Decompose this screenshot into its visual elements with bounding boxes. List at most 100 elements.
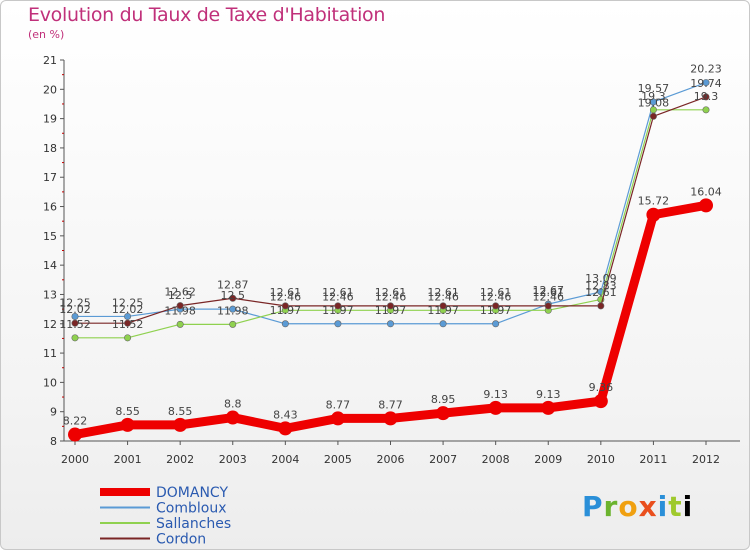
data-point (436, 406, 451, 421)
data-point (386, 320, 394, 328)
data-label: 12.61 (270, 286, 302, 299)
data-label: 12.61 (375, 286, 407, 299)
data-point (281, 302, 289, 310)
data-label: 11.97 (375, 304, 407, 317)
data-point (544, 302, 552, 310)
data-point (541, 400, 556, 415)
data-label: 11.97 (480, 304, 512, 317)
data-point (120, 417, 135, 432)
data-label: 19.3 (694, 90, 719, 103)
data-label: 8.22 (63, 415, 88, 428)
x-tick-label: 2001 (114, 453, 142, 466)
data-label: 19.08 (638, 96, 670, 109)
data-label: 12.46 (322, 290, 354, 303)
data-point (124, 334, 132, 342)
data-label: 19.3 (641, 90, 666, 103)
data-point (488, 400, 503, 415)
data-point (593, 394, 608, 409)
y-tick-label: 16 (43, 201, 57, 214)
data-label: 12.25 (112, 296, 144, 309)
x-tick-label: 2005 (324, 453, 352, 466)
y-tick-label: 19 (43, 113, 57, 126)
data-label: 11.98 (217, 304, 249, 317)
y-tick-label: 12 (43, 318, 57, 331)
legend-label-combloux: Combloux (156, 501, 226, 517)
y-tick-label: 17 (43, 171, 57, 184)
data-label: 12.46 (427, 290, 459, 303)
data-point (439, 302, 447, 310)
data-label: 12.61 (533, 286, 565, 299)
data-label: 20.23 (690, 63, 722, 76)
data-point (71, 312, 79, 320)
data-label: 12.61 (480, 286, 512, 299)
data-label: 8.8 (224, 398, 242, 411)
x-tick-label: 2010 (587, 453, 615, 466)
y-tick-label: 11 (43, 347, 57, 360)
data-point (597, 302, 605, 310)
data-label: 11.52 (112, 318, 144, 331)
x-tick-label: 2007 (429, 453, 457, 466)
data-point (699, 198, 713, 213)
data-label: 12.87 (217, 278, 249, 291)
data-point (229, 305, 237, 313)
x-tick-label: 2008 (482, 453, 510, 466)
x-tick-label: 2002 (166, 453, 194, 466)
logo-letter: i (682, 490, 694, 523)
data-label: 15.72 (638, 195, 670, 208)
data-label: 12.25 (59, 296, 91, 309)
chart-title: Evolution du Taux de Taxe d'Habitation (28, 4, 386, 26)
x-tick-label: 2009 (534, 453, 562, 466)
data-label: 12.46 (375, 290, 407, 303)
data-point (334, 320, 342, 328)
data-point (646, 207, 661, 222)
logo-letter: P (582, 490, 604, 523)
data-label: 11.97 (322, 304, 354, 317)
data-point (334, 302, 342, 310)
data-point (124, 319, 132, 327)
data-label: 8.77 (326, 398, 351, 411)
data-label: 12.46 (480, 290, 512, 303)
y-tick-label: 9 (50, 406, 57, 419)
data-label: 12.61 (585, 286, 617, 299)
data-label: 11.98 (164, 304, 196, 317)
data-point (649, 98, 657, 106)
y-tick-label: 18 (43, 142, 57, 155)
data-label: 12.02 (59, 303, 91, 316)
data-point (278, 421, 293, 436)
x-tick-label: 2011 (639, 453, 667, 466)
data-point (702, 79, 710, 87)
y-tick-label: 13 (43, 288, 57, 301)
data-label: 12.5 (221, 289, 246, 302)
data-label: 13.09 (585, 272, 617, 285)
data-label: 11.97 (427, 304, 459, 317)
x-tick-label: 2004 (271, 453, 299, 466)
data-label: 9.13 (483, 388, 508, 401)
data-label: 8.77 (378, 398, 403, 411)
legend-label-cordon: Cordon (156, 532, 206, 548)
data-point (439, 320, 447, 328)
data-point (71, 319, 79, 327)
y-tick-label: 14 (43, 259, 57, 272)
data-label: 12.61 (427, 286, 459, 299)
data-label: 12.46 (533, 290, 565, 303)
y-tick-label: 10 (43, 376, 57, 389)
y-tick-label: 21 (43, 54, 57, 67)
legend-label-domancy: DOMANCY (156, 485, 228, 501)
data-label: 8.55 (115, 405, 140, 418)
data-label: 12.46 (270, 290, 302, 303)
data-point (68, 427, 82, 442)
data-label: 8.43 (273, 408, 298, 421)
data-label: 12.02 (112, 303, 144, 316)
data-point (649, 112, 657, 120)
x-tick-label: 2003 (219, 453, 247, 466)
data-point (176, 320, 184, 328)
y-tick-label: 15 (43, 230, 57, 243)
data-point (330, 411, 345, 426)
data-label: 12.62 (164, 286, 196, 299)
logo-letter: r (603, 490, 619, 523)
data-point (176, 302, 184, 310)
data-label: 12.67 (533, 284, 565, 297)
data-point (229, 294, 237, 302)
